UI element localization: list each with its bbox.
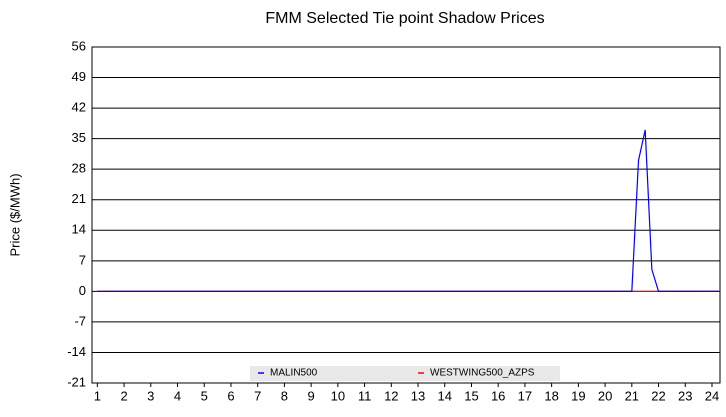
x-tick-label: 23	[678, 388, 692, 403]
x-tick-label: 7	[254, 388, 261, 403]
x-tick-label: 2	[120, 388, 127, 403]
x-tick-label: 18	[544, 388, 558, 403]
x-tick-label: 24	[705, 388, 719, 403]
x-tick-label: 3	[147, 388, 154, 403]
y-tick-label: 7	[79, 252, 86, 267]
y-tick-label: 35	[72, 130, 86, 145]
y-axis-label: Price ($/MWh)	[7, 173, 22, 256]
legend-label: MALIN500	[270, 368, 318, 379]
x-tick-label: 8	[281, 388, 288, 403]
y-tick-label: 14	[72, 222, 86, 237]
x-tick-label: 1	[94, 388, 101, 403]
x-tick-label: 13	[411, 388, 425, 403]
x-tick-label: 4	[174, 388, 181, 403]
x-tick-label: 12	[384, 388, 398, 403]
legend-label: WESTWING500_AZPS	[430, 368, 535, 379]
x-tick-label: 21	[625, 388, 639, 403]
y-tick-label: 21	[72, 191, 86, 206]
y-tick-label: -7	[74, 313, 86, 328]
x-tick-label: 19	[571, 388, 585, 403]
x-tick-label: 22	[651, 388, 665, 403]
series-line	[97, 129, 719, 292]
x-tick-label: 17	[518, 388, 532, 403]
y-tick-label: 42	[72, 100, 86, 115]
x-tick-label: 5	[201, 388, 208, 403]
chart-title: FMM Selected Tie point Shadow Prices	[265, 10, 544, 27]
y-tick-label: 0	[79, 283, 86, 298]
y-tick-label: 28	[72, 161, 86, 176]
plot-frame	[91, 46, 721, 384]
x-tick-label: 16	[491, 388, 505, 403]
x-tick-label: 15	[464, 388, 478, 403]
x-tick-label: 14	[438, 388, 452, 403]
x-tick-label: 11	[358, 388, 372, 403]
x-tick-label: 20	[598, 388, 612, 403]
y-tick-label: 49	[72, 69, 86, 84]
y-tick-label: -14	[67, 344, 86, 359]
x-tick-label: 6	[227, 388, 234, 403]
x-tick-label: 10	[331, 388, 345, 403]
y-tick-label: -21	[67, 374, 86, 389]
y-tick-label: 56	[72, 38, 86, 53]
x-tick-label: 9	[308, 388, 315, 403]
legend-box	[250, 366, 560, 381]
